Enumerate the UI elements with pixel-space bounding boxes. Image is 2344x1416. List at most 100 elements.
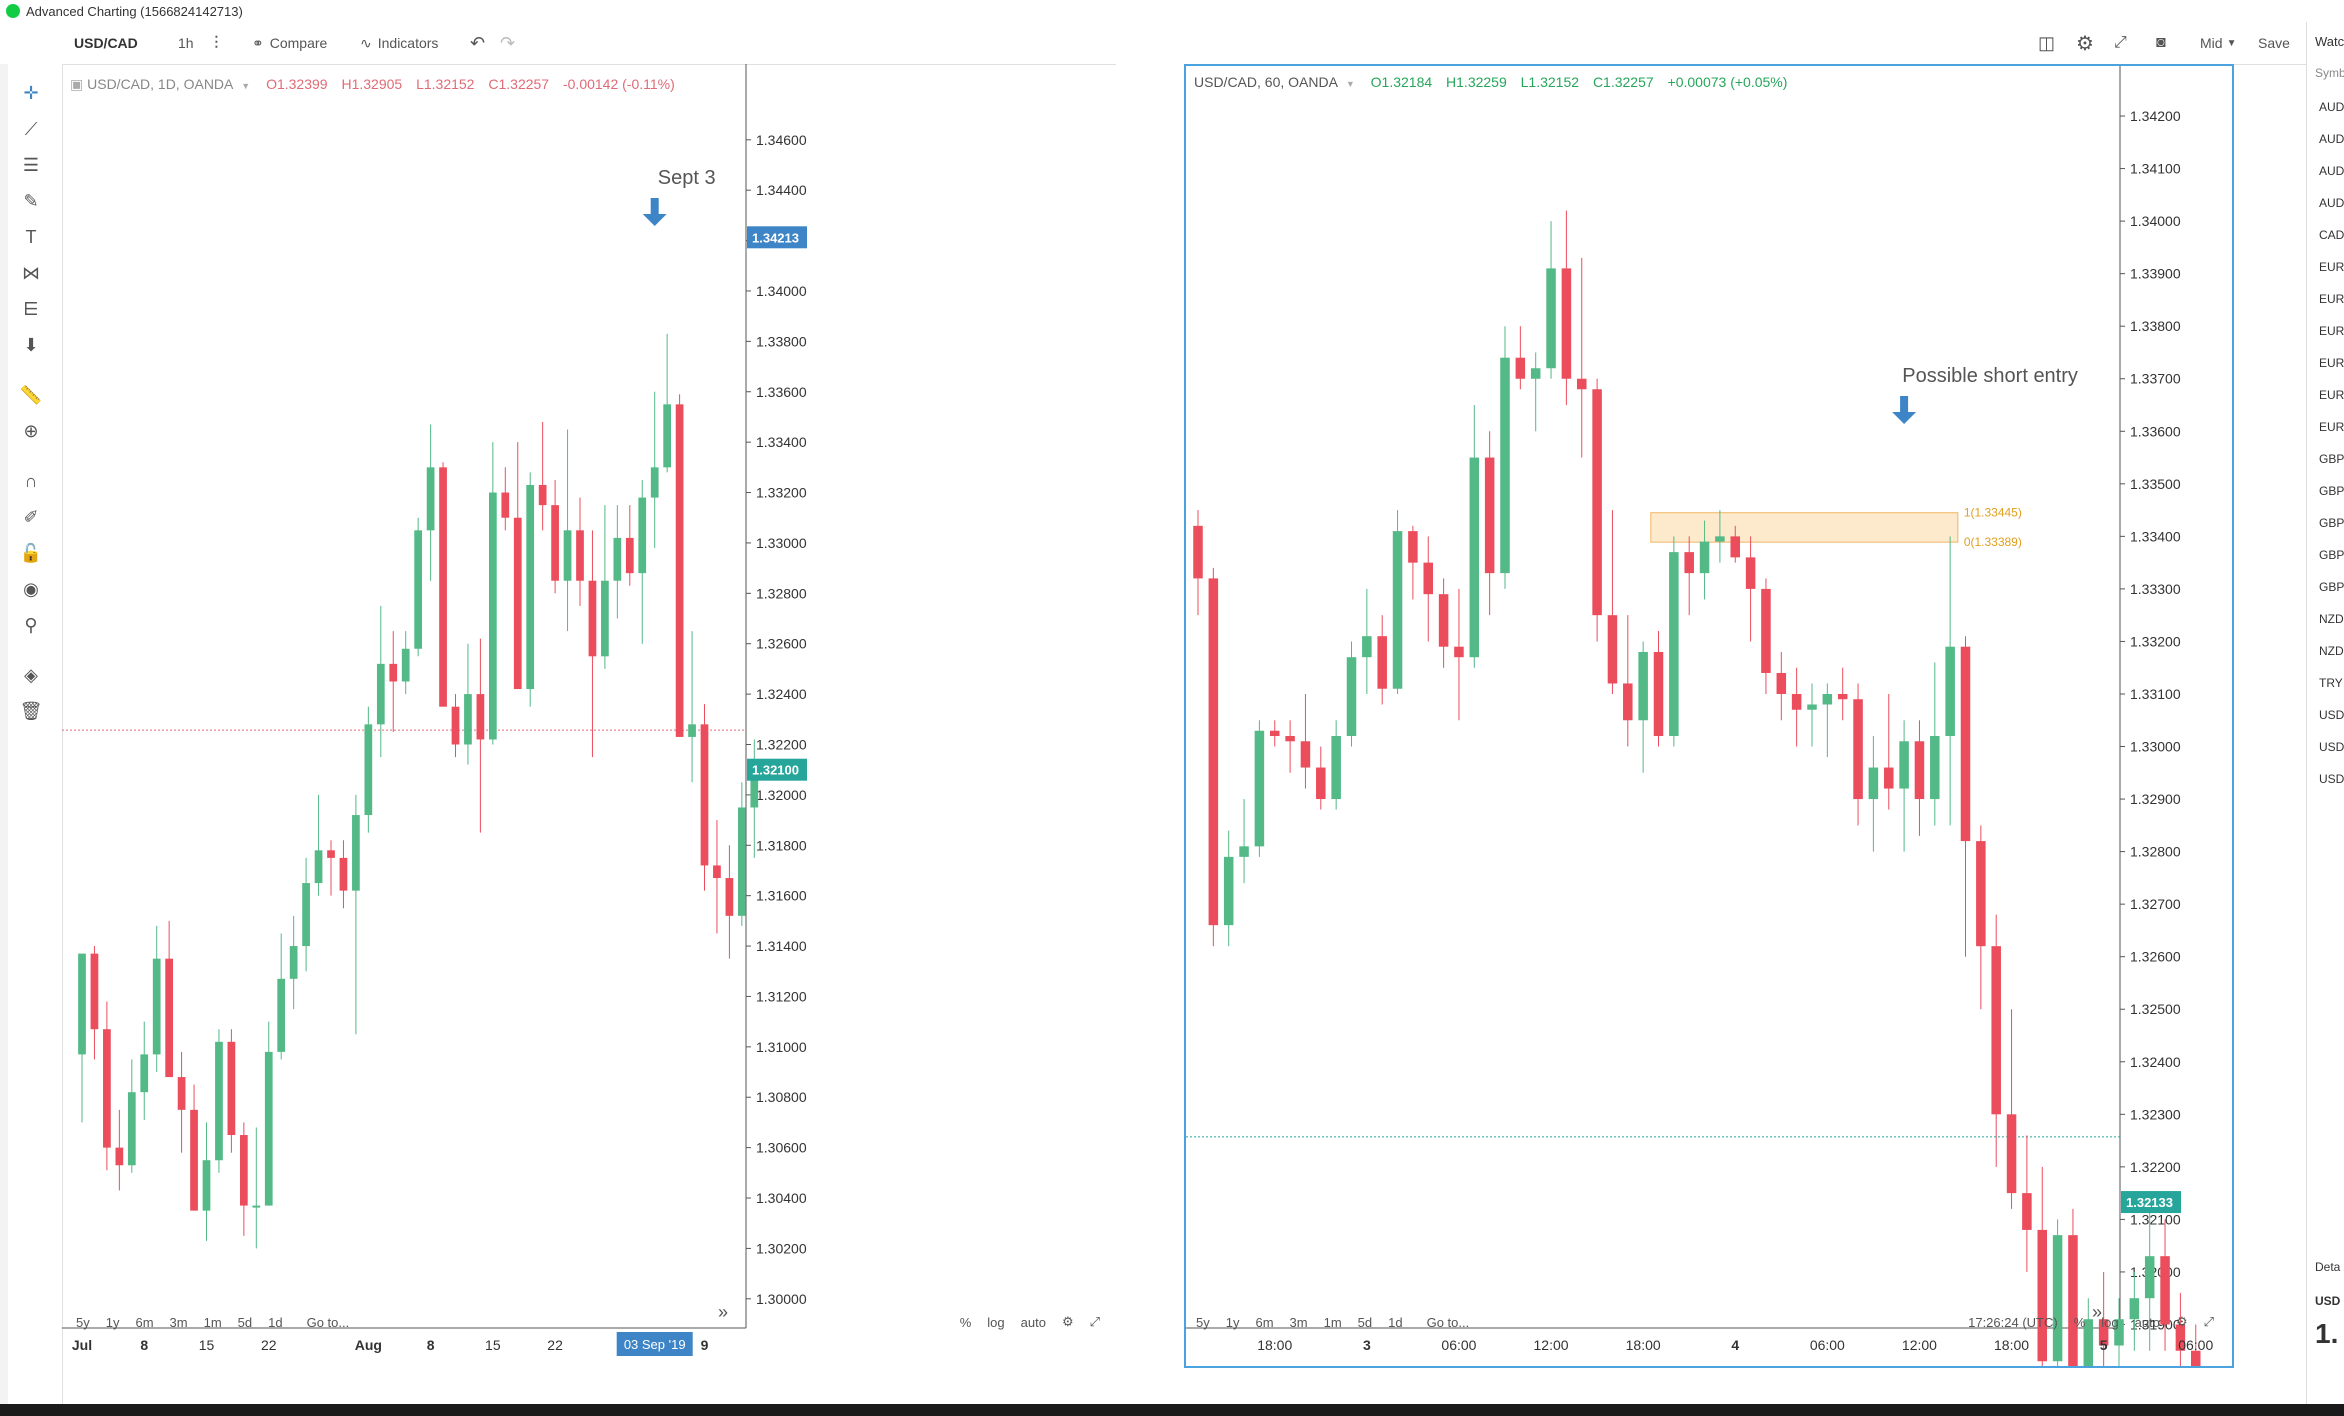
annotation-text: Sept 3	[658, 167, 716, 189]
pattern-icon[interactable]: ⋈	[22, 262, 40, 283]
daily-chart-svg[interactable]: 1.346001.344001.342001.340001.338001.336…	[62, 64, 1116, 1368]
stay-drawing-icon[interactable]: ✐	[23, 506, 39, 527]
percent-toggle[interactable]: %	[2073, 1314, 2086, 1330]
goto-button[interactable]: Go to...	[1426, 1314, 1470, 1330]
watchlist-item[interactable]: EUR	[2319, 260, 2344, 274]
fib-levels-icon[interactable]: ☰	[22, 154, 40, 175]
trash-icon[interactable]: 🗑	[19, 700, 43, 721]
price-tick-label: 1.33000	[2130, 739, 2181, 755]
watchlist-item[interactable]: USD	[2319, 708, 2344, 722]
goto-button[interactable]: Go to...	[306, 1314, 350, 1330]
candle-body	[2114, 1319, 2124, 1346]
hourly-change: +0.00073 (+0.05%)	[1667, 74, 1788, 90]
price-tick-label: 1.32200	[2130, 1159, 2181, 1175]
compare-button[interactable]: ⚭ Compare	[252, 22, 327, 64]
watchlist-item[interactable]: CAD	[2319, 228, 2344, 242]
save-button[interactable]: Save	[2258, 35, 2290, 51]
prediction-icon[interactable]: ⋿	[23, 298, 39, 319]
watchlist-item[interactable]: EUR	[2319, 292, 2344, 306]
price-tick-label: 1.31800	[756, 837, 807, 853]
range-5y[interactable]: 5y	[76, 1314, 90, 1330]
candle-body	[1930, 736, 1940, 800]
details-header[interactable]: Deta	[2315, 1260, 2341, 1274]
symbol-search-button[interactable]: USD/CAD	[74, 35, 138, 51]
chart-pane-hourly[interactable]: 1.34200 1.34100 1.34000 1.33900 1.33800 1.337…	[1184, 64, 2234, 1416]
watchlist-header[interactable]: Watc	[2315, 34, 2344, 49]
watchlist-item[interactable]: GBP	[2319, 516, 2344, 530]
watchlist-item[interactable]: AUD	[2319, 100, 2344, 114]
eye-icon[interactable]: ◉	[23, 578, 39, 599]
candle-body	[1546, 268, 1556, 369]
settings-gear-icon[interactable]: ⚙	[2076, 32, 2094, 55]
layout-icon[interactable]: ◫	[2038, 32, 2056, 53]
auto-toggle[interactable]: auto	[2134, 1314, 2160, 1330]
watchlist-item[interactable]: EUR	[2319, 356, 2344, 370]
watchlist-item[interactable]: NZD	[2319, 612, 2344, 626]
fullscreen-icon[interactable]: ⤢	[1089, 1314, 1100, 1329]
watchlist-item[interactable]: GBP	[2319, 484, 2344, 498]
range-5y[interactable]: 5y	[1196, 1314, 1210, 1330]
indicators-button[interactable]: ∿ Indicators	[360, 22, 438, 64]
watchlist-item[interactable]: AUD	[2319, 196, 2344, 210]
lock-icon[interactable]: 🔓	[19, 542, 43, 563]
watchlist-item[interactable]: GBP	[2319, 452, 2344, 466]
log-toggle[interactable]: log	[987, 1314, 1005, 1330]
redo-icon[interactable]: ↷	[500, 32, 516, 53]
price-type-dropdown[interactable]: Mid ▼	[2200, 22, 2236, 64]
watchlist-item[interactable]: TRY	[2319, 676, 2343, 690]
chart-pane-daily[interactable]: 1.346001.344001.342001.340001.338001.336…	[62, 64, 1116, 1368]
range-1y[interactable]: 1y	[105, 1314, 120, 1330]
arrow-down-icon[interactable]: ⬇	[23, 334, 39, 355]
settings-gear-icon[interactable]: ⚙	[2175, 1314, 2188, 1329]
crosshair-icon[interactable]: ✛	[23, 82, 39, 103]
trend-line-icon[interactable]: ⟋	[24, 118, 38, 139]
fullscreen-icon[interactable]: ⤢	[2203, 1314, 2214, 1329]
candle-body	[1377, 636, 1387, 689]
link-icon[interactable]: ⚲	[24, 614, 38, 635]
range-5d[interactable]: 5d	[237, 1314, 253, 1330]
range-3m[interactable]: 3m	[169, 1314, 188, 1330]
undo-icon[interactable]: ↶	[470, 32, 486, 53]
watchlist-item[interactable]: AUD	[2319, 164, 2344, 178]
camera-icon[interactable]: ◙	[2156, 34, 2166, 51]
watchlist-item[interactable]: USD	[2319, 772, 2344, 786]
auto-toggle[interactable]: auto	[1020, 1314, 1046, 1330]
interval-button[interactable]: 1h	[178, 35, 194, 51]
candle-body	[1346, 657, 1357, 737]
candle-body	[1669, 552, 1679, 737]
watchlist-item[interactable]: EUR	[2319, 324, 2344, 338]
range-1y[interactable]: 1y	[1225, 1314, 1240, 1330]
range-5d[interactable]: 5d	[1357, 1314, 1373, 1330]
settings-gear-icon[interactable]: ⚙	[1061, 1314, 1074, 1329]
hourly-chart-svg[interactable]: 1.34200 1.34100 1.34000 1.33900 1.33800 1.337…	[1186, 66, 2232, 1416]
price-tick-label: 1.30600	[756, 1140, 807, 1156]
hourly-close: C1.32257	[1592, 74, 1654, 90]
chart-style-icon[interactable]: ⫶	[214, 32, 219, 53]
range-3m[interactable]: 3m	[1289, 1314, 1308, 1330]
candle-body	[451, 706, 460, 745]
watchlist-item[interactable]: NZD	[2319, 644, 2344, 658]
percent-toggle[interactable]: %	[959, 1314, 972, 1330]
range-1m[interactable]: 1m	[203, 1314, 222, 1330]
magnet-icon[interactable]: ∩	[24, 470, 38, 491]
watchlist-item[interactable]: AUD	[2319, 132, 2344, 146]
ruler-icon[interactable]: 📏	[19, 384, 43, 405]
watchlist-item[interactable]: EUR	[2319, 388, 2344, 402]
layers-icon[interactable]: ◈	[24, 664, 38, 685]
range-1m[interactable]: 1m	[1323, 1314, 1342, 1330]
watchlist-item[interactable]: GBP	[2319, 580, 2344, 594]
watchlist-item[interactable]: USD	[2319, 740, 2344, 754]
log-toggle[interactable]: log	[2101, 1314, 2119, 1330]
range-6m[interactable]: 6m	[135, 1314, 154, 1330]
text-tool-icon[interactable]: T	[25, 226, 37, 247]
zoom-in-icon[interactable]: ⊕	[23, 420, 39, 441]
range-1d[interactable]: 1d	[268, 1314, 283, 1330]
brush-icon[interactable]: ✎	[23, 190, 39, 211]
fullscreen-icon[interactable]: ⤢	[2114, 34, 2127, 51]
candle-body	[576, 530, 584, 581]
watchlist-item[interactable]: EUR	[2319, 420, 2344, 434]
watchlist-item[interactable]: GBP	[2319, 548, 2344, 562]
range-1d[interactable]: 1d	[1388, 1314, 1403, 1330]
candle-body	[2190, 1350, 2201, 1416]
range-6m[interactable]: 6m	[1255, 1314, 1274, 1330]
